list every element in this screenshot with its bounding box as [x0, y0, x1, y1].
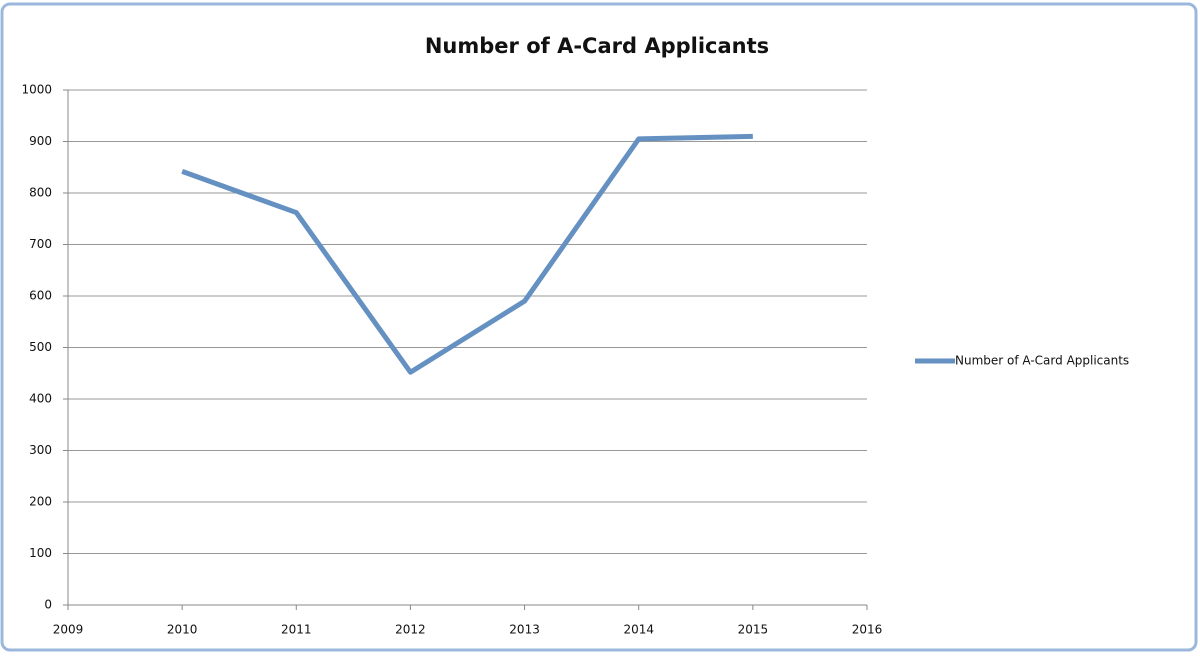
y-tick-label: 200: [29, 495, 52, 509]
legend-label: Number of A-Card Applicants: [955, 354, 1129, 368]
y-tick-label: 700: [29, 237, 52, 251]
x-tick-label: 2011: [281, 623, 312, 637]
y-tick-label: 100: [29, 546, 52, 560]
y-tick-label: 400: [29, 392, 52, 406]
x-tick-label: 2010: [167, 623, 198, 637]
y-tick-label: 500: [29, 340, 52, 354]
x-tick-label: 2014: [623, 623, 654, 637]
data-line: [181, 133, 753, 375]
y-tick-label: 800: [29, 186, 52, 200]
x-tick-label: 2016: [852, 623, 883, 637]
y-tick-label: 300: [29, 443, 52, 457]
x-tick-label: 2013: [509, 623, 540, 637]
chart-title: Number of A-Card Applicants: [425, 34, 769, 58]
y-tick-label: 900: [29, 134, 52, 148]
x-tick-label: 2009: [53, 623, 84, 637]
y-tick-label: 1000: [21, 83, 52, 97]
y-tick-label: 0: [44, 598, 52, 612]
y-tick-label: 600: [29, 289, 52, 303]
x-tick-label: 2012: [395, 623, 426, 637]
x-tick-label: 2015: [738, 623, 769, 637]
